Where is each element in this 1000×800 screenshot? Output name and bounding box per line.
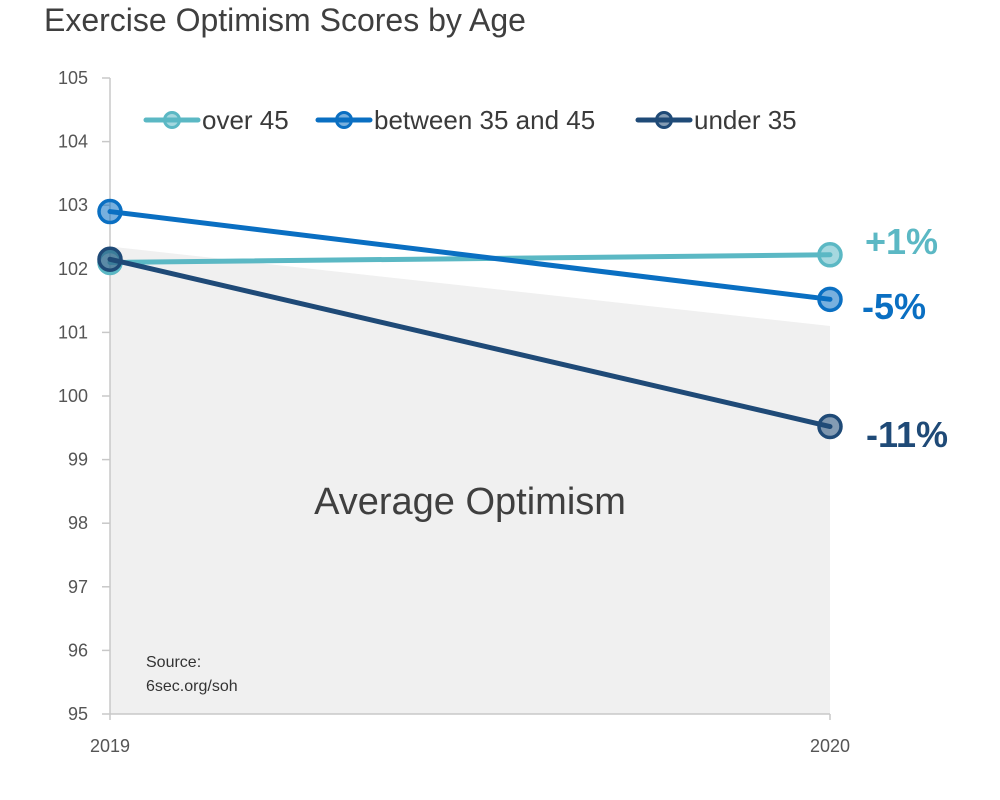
y-tick-label: 101 [58, 322, 88, 342]
data-point [97, 246, 123, 273]
source-url: 6sec.org/soh [146, 678, 238, 695]
legend-swatch-marker [655, 111, 673, 129]
y-tick-label: 98 [68, 513, 88, 533]
series-line [107, 209, 833, 302]
y-tick-label: 102 [58, 259, 88, 279]
legend-label: over 45 [202, 105, 289, 135]
legend-label: under 35 [694, 105, 797, 135]
chart-title: Exercise Optimism Scores by Age [44, 2, 526, 38]
series-line [107, 252, 833, 265]
source-label: Source: [146, 654, 201, 671]
y-tick-label: 95 [68, 704, 88, 724]
change-label: -5% [862, 286, 926, 327]
average-optimism-label: Average Optimism [314, 481, 626, 523]
x-tick-label: 2020 [810, 736, 850, 756]
y-tick-label: 96 [68, 640, 88, 660]
y-tick-label: 105 [58, 68, 88, 88]
y-tick-label: 104 [58, 132, 88, 152]
y-tick-label: 97 [68, 577, 88, 597]
legend-swatch-marker [335, 111, 353, 129]
series-line [107, 256, 833, 430]
data-point [817, 242, 843, 268]
change-label: -11% [866, 414, 948, 455]
y-tick-label: 100 [58, 386, 88, 406]
change-label: +1% [865, 221, 938, 262]
x-tick-label: 2019 [90, 736, 130, 756]
average-optimism-area [110, 246, 830, 715]
data-point [817, 413, 843, 440]
y-tick-label: 99 [68, 450, 88, 470]
y-tick-label: 103 [58, 195, 88, 215]
data-point [817, 286, 843, 313]
legend-label: between 35 and 45 [374, 105, 595, 135]
legend-swatch-marker [163, 111, 181, 129]
data-point [97, 198, 123, 225]
